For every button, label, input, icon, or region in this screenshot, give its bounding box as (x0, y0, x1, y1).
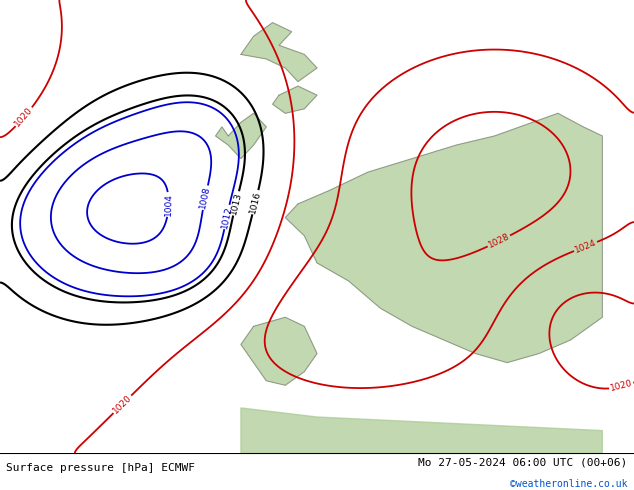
Text: 1004: 1004 (164, 193, 173, 216)
Text: Mo 27-05-2024 06:00 UTC (00+06): Mo 27-05-2024 06:00 UTC (00+06) (418, 458, 628, 467)
Text: ©weatheronline.co.uk: ©weatheronline.co.uk (510, 480, 628, 490)
Text: 1020: 1020 (609, 379, 633, 393)
Text: 1020: 1020 (13, 105, 35, 128)
Text: 1012: 1012 (220, 205, 233, 229)
Text: 1013: 1013 (229, 191, 243, 216)
Text: 1016: 1016 (249, 190, 262, 215)
Text: 1024: 1024 (573, 238, 598, 255)
Text: 1028: 1028 (487, 232, 511, 250)
Polygon shape (273, 86, 317, 113)
Text: 1008: 1008 (198, 186, 212, 210)
Text: Surface pressure [hPa] ECMWF: Surface pressure [hPa] ECMWF (6, 463, 195, 473)
Text: 1020: 1020 (111, 393, 134, 416)
Polygon shape (285, 113, 602, 363)
Polygon shape (241, 318, 317, 385)
Polygon shape (216, 113, 266, 159)
Polygon shape (241, 23, 317, 82)
Polygon shape (241, 408, 602, 453)
